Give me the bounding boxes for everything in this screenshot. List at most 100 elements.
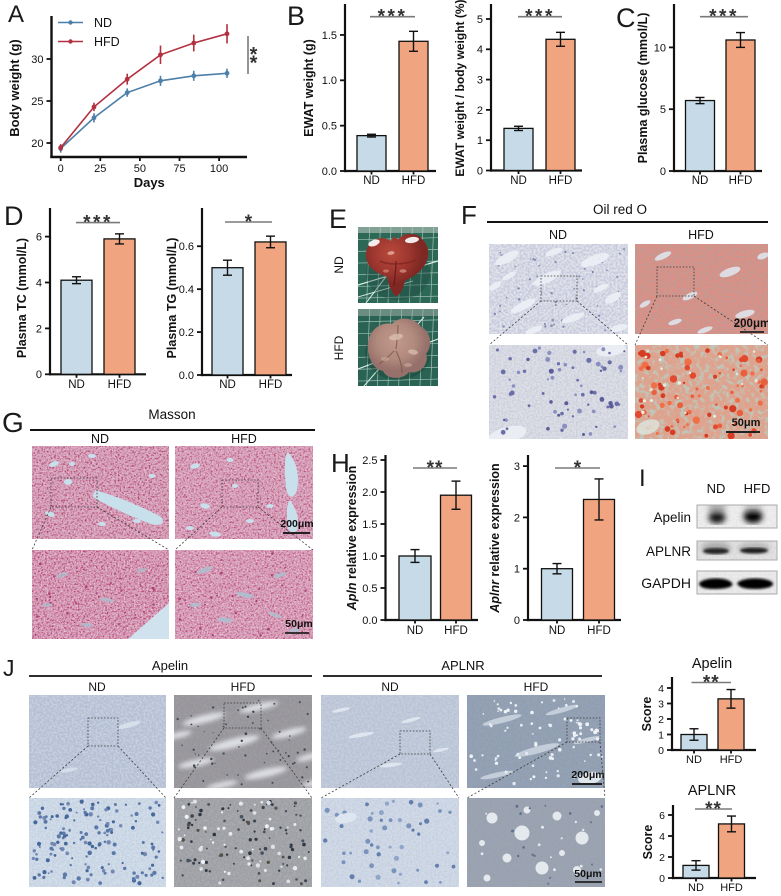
svg-text:10: 10	[654, 42, 666, 54]
svg-text:ND: ND	[692, 175, 709, 187]
svg-text:Plasma TG (mmol/L): Plasma TG (mmol/L)	[165, 238, 179, 359]
svg-text:*: *	[250, 53, 258, 75]
svg-text:Score: Score	[640, 697, 654, 732]
svg-text:Plasma TC (mmol/L): Plasma TC (mmol/L)	[15, 238, 29, 358]
svg-text:ND: ND	[707, 481, 726, 496]
svg-text:HFD: HFD	[744, 481, 771, 496]
svg-text:HFD: HFD	[94, 35, 120, 49]
svg-text:4: 4	[659, 831, 665, 843]
svg-text:**: **	[427, 458, 444, 479]
svg-text:J: J	[3, 655, 15, 681]
svg-text:ND: ND	[91, 432, 109, 446]
svg-text:Apelin: Apelin	[152, 658, 188, 673]
svg-text:HFD: HFD	[720, 882, 743, 894]
svg-text:***: ***	[525, 7, 555, 28]
svg-text:50μm: 50μm	[574, 868, 601, 880]
svg-text:3: 3	[514, 461, 520, 473]
svg-text:1: 1	[514, 564, 520, 576]
svg-text:HFD: HFD	[688, 228, 714, 242]
svg-text:Body weight (g): Body weight (g)	[7, 39, 22, 137]
svg-text:G: G	[2, 407, 24, 438]
svg-text:ND: ND	[549, 228, 567, 242]
svg-text:C: C	[616, 3, 636, 33]
svg-text:5: 5	[477, 14, 483, 26]
svg-text:2: 2	[659, 852, 665, 864]
svg-text:50: 50	[134, 163, 146, 175]
svg-text:1: 1	[658, 729, 664, 741]
svg-text:25: 25	[94, 163, 106, 175]
svg-text:3: 3	[658, 698, 664, 710]
svg-text:HFD: HFD	[720, 754, 743, 766]
svg-text:1.5: 1.5	[322, 30, 337, 42]
svg-text:25: 25	[31, 96, 43, 108]
svg-text:HFD: HFD	[524, 680, 549, 694]
svg-text:Apelin: Apelin	[653, 510, 691, 525]
svg-text:APLNR: APLNR	[646, 544, 691, 559]
svg-text:5: 5	[660, 104, 666, 116]
svg-text:F: F	[461, 200, 477, 230]
svg-text:4: 4	[36, 277, 42, 289]
svg-text:3: 3	[477, 75, 483, 87]
svg-text:200μm: 200μm	[280, 518, 313, 530]
svg-text:0.5: 0.5	[322, 121, 337, 133]
svg-text:ND: ND	[219, 379, 236, 391]
svg-text:0: 0	[58, 163, 64, 175]
svg-text:ND: ND	[510, 175, 527, 187]
svg-text:50μm: 50μm	[732, 417, 761, 429]
svg-text:100: 100	[210, 163, 228, 175]
svg-text:EWAT weight (g): EWAT weight (g)	[302, 39, 316, 137]
svg-text:ND: ND	[88, 680, 106, 694]
svg-text:0.6: 0.6	[179, 241, 194, 253]
svg-text:E: E	[329, 204, 347, 234]
svg-text:HFD: HFD	[332, 335, 346, 360]
svg-text:HFD: HFD	[259, 379, 283, 391]
svg-text:ND: ND	[549, 625, 566, 637]
svg-text:HFD: HFD	[108, 379, 132, 391]
svg-text:2: 2	[514, 512, 520, 524]
svg-text:0: 0	[659, 873, 665, 885]
svg-text:GAPDH: GAPDH	[641, 575, 691, 591]
svg-text:Days: Days	[134, 175, 165, 190]
svg-text:2.0: 2.0	[362, 487, 377, 499]
svg-text:4: 4	[477, 44, 483, 56]
svg-text:D: D	[4, 201, 24, 231]
svg-text:0: 0	[660, 166, 666, 178]
svg-text:EWAT weight / body weight (%): EWAT weight / body weight (%)	[453, 0, 467, 177]
svg-text:200μm: 200μm	[571, 769, 604, 781]
svg-text:ND: ND	[686, 754, 702, 766]
svg-text:2: 2	[36, 323, 42, 335]
svg-text:**: **	[703, 673, 720, 694]
svg-text:**: **	[705, 799, 722, 820]
svg-text:Apelin: Apelin	[692, 656, 732, 672]
svg-text:30: 30	[31, 54, 43, 66]
svg-text:0: 0	[477, 165, 483, 177]
svg-text:HFD: HFD	[231, 432, 257, 446]
svg-text:HFD: HFD	[402, 175, 426, 187]
svg-text:0.0: 0.0	[179, 370, 194, 382]
svg-text:ND: ND	[381, 680, 399, 694]
svg-text:B: B	[287, 1, 305, 31]
svg-text:50μm: 50μm	[285, 618, 312, 630]
svg-text:Aplnr relative expression: Aplnr relative expression	[488, 463, 502, 613]
svg-text:1.5: 1.5	[362, 519, 377, 531]
svg-text:ND: ND	[94, 16, 112, 30]
svg-text:6: 6	[36, 232, 42, 244]
svg-text:2.5: 2.5	[362, 455, 377, 467]
svg-text:HFD: HFD	[444, 625, 468, 637]
svg-text:ND: ND	[363, 175, 380, 187]
svg-text:APLNR: APLNR	[688, 783, 736, 799]
svg-text:Masson: Masson	[148, 407, 195, 422]
svg-text:HFD: HFD	[587, 625, 611, 637]
svg-text:0.4: 0.4	[179, 284, 194, 296]
svg-text:0: 0	[514, 615, 520, 627]
svg-text:*: *	[250, 44, 258, 66]
svg-text:20: 20	[31, 138, 43, 150]
svg-text:0.0: 0.0	[362, 615, 377, 627]
svg-text:Oil red O: Oil red O	[593, 202, 647, 217]
svg-text:*: *	[574, 458, 582, 479]
svg-text:0: 0	[36, 369, 42, 381]
svg-text:Plasma glucose (mmol/L): Plasma glucose (mmol/L)	[636, 13, 650, 164]
svg-text:H: H	[331, 448, 350, 478]
svg-text:75: 75	[173, 163, 185, 175]
svg-text:1: 1	[477, 135, 483, 147]
